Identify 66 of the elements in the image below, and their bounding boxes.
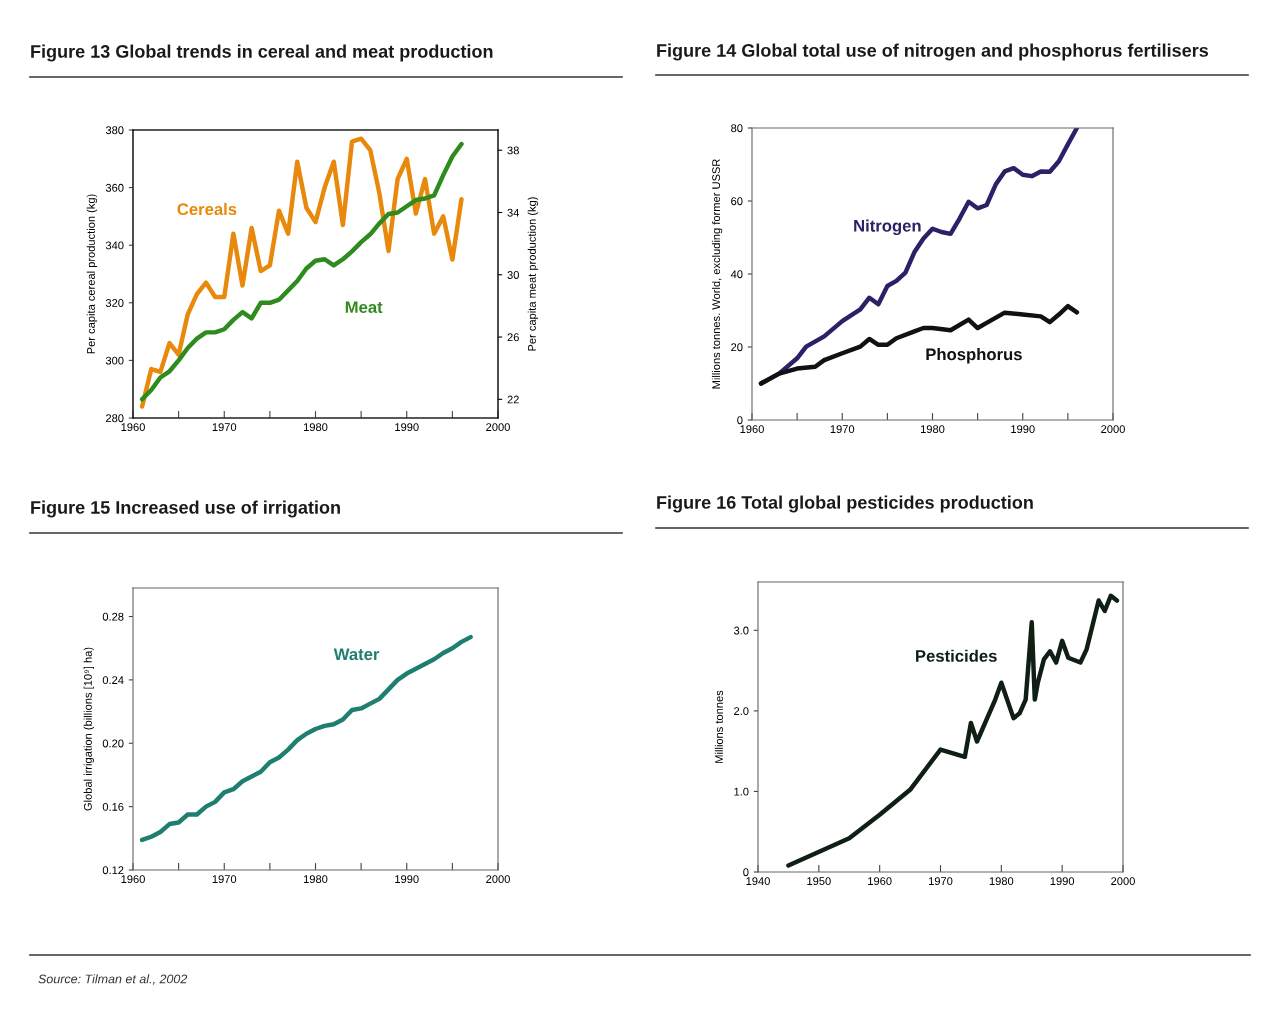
- y-tick-label: 0: [743, 868, 749, 877]
- chart-title: Figure 13 Global trends in cereal and meat production: [31, 44, 493, 62]
- x-tick-label: 1960: [121, 423, 145, 432]
- x-tick-label: 1970: [212, 423, 237, 432]
- y2-tick-label: 34: [507, 208, 520, 217]
- x-tick-label: 1960: [121, 875, 145, 884]
- line-series: [758, 303, 1080, 386]
- y-axis-title: Millions tonnes: [714, 690, 723, 763]
- x-tick-label: 1990: [1050, 877, 1075, 886]
- x-tick-label: 1960: [868, 877, 892, 886]
- text: Meat: [345, 301, 383, 314]
- y-axis-title: Per capita cereal production (kg): [86, 194, 98, 354]
- y-tick-label: 360: [105, 183, 124, 192]
- y-tick-label: 0.16: [102, 802, 124, 811]
- y-tick-label: 0.20: [102, 739, 124, 748]
- x-tick-label: 1980: [920, 425, 945, 434]
- y-tick-label: 2.0: [734, 707, 749, 716]
- x-tick-label: 1970: [830, 425, 855, 434]
- x-tick-label: 1990: [395, 875, 419, 884]
- series-label: Water: [333, 648, 380, 661]
- x-tick-label: 1960: [740, 425, 764, 434]
- y-tick-label: 0.24: [102, 676, 124, 685]
- y-tick-label: 20: [731, 343, 743, 352]
- y-tick-label: 300: [105, 356, 124, 365]
- y-tick-label: 0.28: [102, 612, 124, 621]
- x-tick-label: 1970: [212, 875, 237, 884]
- series-label: Pesticides: [916, 649, 997, 662]
- chart-title: Figure 14 Global total use of nitrogen and phosphorus fertilisers: [657, 43, 1209, 61]
- y-tick-label: 0: [737, 416, 743, 425]
- series-label: Nitrogen: [854, 219, 921, 236]
- y-tick-label: 3.0: [733, 626, 749, 635]
- y-tick-label: 40: [730, 270, 743, 279]
- series-label: Cereals: [177, 202, 237, 216]
- y-tick-label: 60: [731, 197, 743, 206]
- x-tick-label: 1980: [989, 877, 1014, 886]
- line-series: [139, 634, 473, 843]
- chart-title: Figure 16 Total global pesticides production: [657, 495, 1033, 513]
- line-series: [786, 593, 1120, 868]
- x-tick-label: 1990: [1011, 425, 1035, 434]
- y-tick-label: 380: [105, 126, 124, 135]
- chart-title: Figure 15 Increased use of irrigation: [31, 500, 340, 518]
- y-tick-label: 280: [105, 414, 124, 423]
- x-tick-label: 1950: [807, 877, 831, 886]
- y2-tick-label: 22: [507, 395, 519, 404]
- x-tick-label: 2000: [1101, 425, 1125, 434]
- y-axis-title: Global irrigation (billions [10⁹] ha): [83, 647, 95, 811]
- x-tick-label: 1970: [928, 877, 953, 886]
- y-tick-label: 1.0: [734, 787, 749, 796]
- x-tick-label: 2000: [486, 423, 510, 432]
- y-tick-label: 340: [105, 241, 124, 250]
- y-tick-label: 0.12: [102, 866, 124, 875]
- x-tick-label: 1990: [395, 423, 419, 432]
- x-tick-label: 1980: [303, 423, 328, 432]
- y-tick-label: 80: [731, 124, 743, 133]
- y2-tick-label: 30: [507, 271, 519, 279]
- x-tick-label: 1980: [303, 875, 328, 884]
- x-tick-label: 2000: [486, 875, 510, 884]
- x-tick-label: 1940: [746, 877, 770, 886]
- x-tick-label: 2000: [1111, 877, 1135, 886]
- y-axis-title: Millions tonnes. World, excluding former USSR: [711, 159, 723, 389]
- y2-axis-title: Per capita meat production (kg): [527, 197, 539, 351]
- y-tick-label: 320: [105, 299, 124, 307]
- series-label: Phosphorus: [926, 347, 1022, 364]
- y2-tick-label: 38: [507, 146, 519, 155]
- source-note: Source: Tilman et al., 2002: [38, 974, 188, 985]
- y2-tick-label: 26: [507, 333, 519, 342]
